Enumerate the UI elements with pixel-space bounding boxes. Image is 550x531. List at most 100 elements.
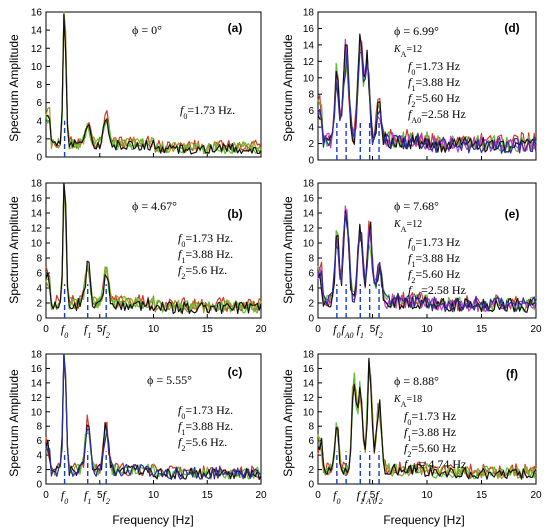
y-axis-label-right-mid: Spectrum Amplitude: [281, 196, 295, 304]
y-axis-label-left-bottom: Spectrum Amplitude: [7, 369, 21, 477]
y-tick-label: 4: [308, 451, 314, 462]
freq-annotation: f1=3.88 Hz: [408, 251, 460, 269]
y-tick-label: 0: [36, 153, 42, 164]
y-tick-label: 8: [36, 254, 42, 265]
k-label: KA=12: [393, 44, 422, 59]
freq-tick-label: f0: [333, 322, 340, 340]
x-tick-label: 0: [315, 490, 321, 501]
freq-annotation: f2=5.60 Hz: [404, 441, 456, 459]
y-tick-label: 6: [308, 106, 314, 117]
y-tick-label: 2: [36, 299, 42, 310]
x-tick-label: 5: [370, 324, 376, 335]
freq-tick-label: f0: [61, 322, 68, 340]
y-tick-label: 4: [36, 451, 42, 462]
freq-annotation: fA0=2.58 Hz: [408, 107, 466, 125]
y-tick-label: 10: [303, 407, 315, 418]
phi-label: ϕ = 5.55°: [147, 373, 192, 387]
y-tick-label: 8: [36, 80, 42, 91]
y-tick-label: 4: [36, 284, 42, 295]
x-tick-label: 5: [370, 490, 376, 501]
y-tick-label: 10: [31, 239, 43, 250]
freq-annotation: f1=3.88 Hz: [404, 425, 456, 443]
freq-annotation: f2=5.6 Hz.: [178, 263, 227, 281]
freq-tick-label: f2: [375, 322, 382, 340]
y-tick-label: 6: [36, 436, 42, 447]
y-tick-label: 6: [308, 436, 314, 447]
freq-tick-label: f1: [84, 488, 91, 506]
y-tick-label: 8: [308, 254, 314, 265]
panel-label: (c): [228, 365, 243, 379]
panel-label: (d): [504, 21, 519, 35]
y-tick-label: 12: [303, 57, 315, 68]
y-tick-label: 2: [308, 465, 314, 476]
panel-c: 0 2 4 6 8 10 12 14 16 18 0 5 10 15 20 f0 f1 f2 (c) ϕ = 5.55…: [31, 350, 267, 506]
x-tick-label: 20: [255, 490, 267, 501]
series-line-blue: [317, 51, 537, 154]
y-tick-label: 4: [308, 123, 314, 134]
x-tick-label: 10: [421, 324, 433, 335]
panel-a: 0 2 4 6 8 10 12 14 16 (a) ϕ = 0° f0=1.73 Hz.: [31, 8, 262, 164]
y-tick-label: 0: [308, 480, 314, 491]
y-tick-label: 4: [308, 284, 314, 295]
x-tick-label: 0: [315, 324, 321, 335]
panel-label: (a): [228, 21, 243, 35]
y-tick-label: 2: [308, 139, 314, 150]
x-tick-label: 0: [43, 324, 49, 335]
x-tick-label: 5: [97, 490, 103, 501]
x-tick-label: 10: [421, 490, 433, 501]
freq-annotation: f0=1.73 Hz: [404, 409, 456, 427]
y-tick-label: 14: [303, 378, 315, 389]
y-tick-label: 12: [31, 224, 43, 235]
freq-tick-label: f2: [103, 488, 110, 506]
y-tick-label: 14: [31, 209, 43, 220]
series-line-black: [317, 357, 537, 480]
x-tick-label: 5: [97, 324, 103, 335]
x-tick-label: 0: [43, 490, 49, 501]
series-line-black: [45, 14, 262, 155]
y-tick-label: 10: [31, 407, 43, 418]
x-tick-label: 10: [148, 324, 160, 335]
series-line-green: [317, 359, 537, 480]
y-axis-label-right-bottom: Spectrum Amplitude: [281, 369, 295, 477]
y-tick-label: 18: [303, 8, 315, 19]
y-tick-label: 6: [36, 269, 42, 280]
freq-annotation: f1=3.88 Hz.: [178, 419, 233, 437]
panel-label: (b): [227, 207, 242, 221]
y-tick-label: 8: [308, 90, 314, 101]
phi-label: ϕ = 8.88°: [394, 374, 439, 388]
freq-annotation: fA'0= 4.74 Hz: [404, 457, 466, 475]
freq-annotation: f1=3.88 Hz: [408, 75, 460, 93]
y-tick-label: 8: [36, 422, 42, 433]
y-tick-label: 16: [303, 24, 315, 35]
freq-tick-label: f1: [357, 488, 364, 506]
y-tick-label: 18: [31, 179, 43, 190]
y-tick-label: 16: [303, 194, 315, 205]
panel-label: (f): [506, 367, 518, 381]
x-axis-label-left: Frequency [Hz]: [112, 513, 193, 527]
freq-annotation: f2=5.60 Hz: [408, 267, 460, 285]
freq-annotation: f2=5.6 Hz.: [178, 435, 227, 453]
x-tick-label: 15: [202, 490, 214, 501]
series-line-blue: [317, 213, 537, 312]
y-tick-label: 16: [31, 8, 43, 19]
phi-label: ϕ = 6.99°: [394, 24, 439, 38]
y-tick-label: 6: [308, 269, 314, 280]
panel-b: 0 2 4 6 8 10 12 14 16 18 0 5 10 15 20 f0 f1 f2 (b) ϕ = 4.67…: [31, 179, 267, 340]
series-line-blue: [45, 353, 262, 480]
y-tick-label: 4: [36, 116, 42, 127]
y-tick-label: 0: [308, 156, 314, 167]
y-axis-label-left-top: Spectrum Amplitude: [7, 34, 21, 142]
freq-annotation: f1=3.88 Hz.: [178, 247, 233, 265]
freq-tick-label: f1: [357, 322, 364, 340]
y-tick-label: 12: [303, 393, 315, 404]
y-tick-label: 14: [303, 40, 315, 51]
y-tick-label: 18: [303, 350, 315, 361]
freq-annotation: f0=1.73 Hz: [408, 235, 460, 253]
freq-tick-label: fA'0: [363, 488, 377, 506]
y-tick-label: 10: [303, 239, 315, 250]
k-label: KA=18: [393, 394, 422, 409]
y-tick-label: 14: [31, 26, 43, 37]
freq-tick-label: f0: [61, 488, 68, 506]
x-tick-label: 10: [148, 490, 160, 501]
y-tick-label: 14: [303, 209, 315, 220]
